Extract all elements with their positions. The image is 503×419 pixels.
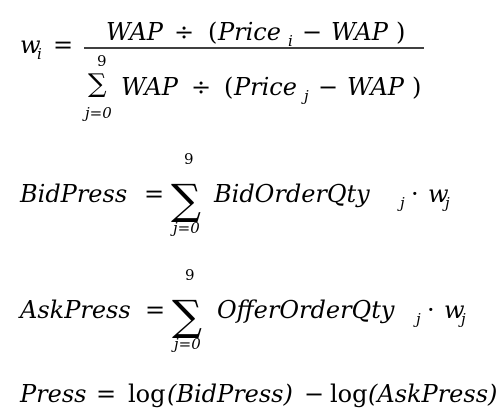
weight-den-wap-2: WAP bbox=[347, 73, 405, 101]
press-lhs: Press bbox=[19, 380, 86, 408]
bid-press-sum-lower: j=0 bbox=[170, 219, 200, 237]
bid-press-dot: · bbox=[411, 180, 419, 208]
ask-press-dot: · bbox=[427, 296, 435, 324]
weight-num-price: Price bbox=[217, 18, 281, 46]
bid-press-weight-sub: j bbox=[442, 194, 450, 212]
weight-lhs-var: w bbox=[20, 31, 41, 59]
ask-press-equals: = bbox=[145, 296, 165, 324]
weight-den-rparen: ) bbox=[412, 73, 421, 101]
weight-sum-lower: j=0 bbox=[82, 104, 112, 122]
press-arg-2: (AskPress) bbox=[368, 380, 497, 408]
weight-den-div-op: ÷ bbox=[191, 73, 211, 101]
weight-num-minus: − bbox=[302, 18, 322, 46]
press-log-1: log bbox=[128, 380, 166, 408]
press-formula: Press = log (BidPress) − log (AskPress) bbox=[19, 380, 497, 408]
bid-press-weight: w bbox=[428, 180, 449, 208]
press-log-2: log bbox=[330, 380, 368, 408]
weight-lhs-sub: i bbox=[37, 45, 42, 63]
bid-press-sum-symbol: ∑ bbox=[171, 175, 201, 224]
bid-press-lhs: BidPress bbox=[19, 180, 127, 208]
bid-press-sum-upper: 9 bbox=[184, 150, 194, 168]
weight-sum-upper: 9 bbox=[97, 52, 107, 70]
press-minus: − bbox=[304, 380, 324, 408]
bid-press-formula: BidPress = 9 ∑ j=0 BidOrderQty j · w j bbox=[19, 150, 450, 237]
ask-press-weight: w bbox=[444, 296, 465, 324]
ask-press-formula: AskPress = 9 ∑ j=0 OfferOrderQty j · w j bbox=[18, 266, 466, 353]
weight-num-lparen: ( bbox=[208, 18, 217, 46]
weight-formula: w i = WAP ÷ ( Price i − WAP ) 9 ∑ j=0 WA… bbox=[20, 18, 424, 122]
weight-den-lparen: ( bbox=[224, 73, 233, 101]
ask-press-sum-upper: 9 bbox=[185, 266, 195, 284]
ask-press-lhs: AskPress bbox=[18, 296, 131, 324]
ask-press-qty: OfferOrderQty bbox=[217, 296, 395, 324]
weight-num-div-op: ÷ bbox=[174, 18, 194, 46]
press-equals: = bbox=[96, 380, 116, 408]
weight-num-wap-1: WAP bbox=[106, 18, 164, 46]
bid-press-qty-sub: j bbox=[397, 194, 405, 212]
weight-den-price-sub: j bbox=[301, 87, 309, 105]
ask-press-sum-lower: j=0 bbox=[171, 335, 201, 353]
weight-equals: = bbox=[53, 31, 73, 59]
weight-den-minus: − bbox=[318, 73, 338, 101]
bid-press-equals: = bbox=[144, 180, 164, 208]
ask-press-qty-sub: j bbox=[413, 310, 421, 328]
weight-num-price-sub: i bbox=[288, 32, 293, 50]
ask-press-weight-sub: j bbox=[458, 310, 466, 328]
weight-den-wap-1: WAP bbox=[121, 73, 179, 101]
ask-press-sum-symbol: ∑ bbox=[172, 291, 202, 340]
bid-press-qty: BidOrderQty bbox=[213, 180, 370, 208]
weight-den-price: Price bbox=[233, 73, 297, 101]
weight-num-rparen: ) bbox=[396, 18, 405, 46]
press-arg-1: (BidPress) bbox=[167, 380, 293, 408]
weight-sum-symbol: ∑ bbox=[88, 69, 107, 99]
weight-num-wap-2: WAP bbox=[331, 18, 389, 46]
